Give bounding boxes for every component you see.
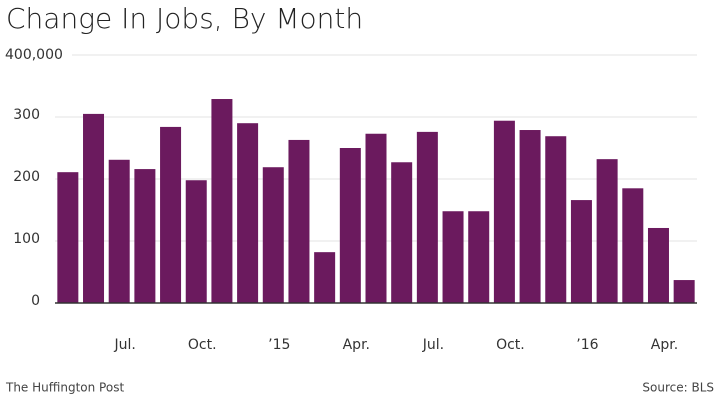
x-tick-label: ’16 bbox=[576, 337, 598, 353]
y-tick-label: 0 bbox=[31, 293, 40, 309]
bar bbox=[211, 99, 233, 304]
chart-title: Change In Jobs, By Month bbox=[6, 2, 363, 35]
bar bbox=[237, 123, 259, 303]
bar bbox=[468, 211, 490, 303]
source: Source: BLS bbox=[642, 381, 714, 395]
bar bbox=[83, 113, 105, 304]
bar bbox=[391, 162, 413, 303]
x-tick-label: Jul. bbox=[114, 337, 136, 353]
bar bbox=[134, 169, 156, 303]
bar bbox=[596, 159, 618, 303]
x-tick-label: Oct. bbox=[188, 337, 217, 353]
bar bbox=[416, 131, 438, 303]
y-tick-label: 400,000 bbox=[5, 47, 63, 63]
bar bbox=[108, 159, 130, 303]
y-tick-label: 100 bbox=[13, 231, 40, 247]
bar bbox=[160, 126, 182, 303]
publisher: The Huffington Post bbox=[5, 381, 124, 395]
x-tick-label: Oct. bbox=[496, 337, 525, 353]
x-tick-label: Apr. bbox=[343, 337, 370, 353]
bar bbox=[442, 211, 464, 303]
bar bbox=[622, 188, 644, 303]
bar bbox=[314, 252, 336, 303]
bar bbox=[339, 148, 361, 303]
x-tick-label: ’15 bbox=[268, 337, 290, 353]
bar bbox=[493, 120, 515, 303]
bar bbox=[57, 172, 79, 303]
y-tick-label: 200 bbox=[13, 169, 40, 185]
bar bbox=[185, 180, 207, 303]
x-tick-label: Apr. bbox=[651, 337, 678, 353]
bar bbox=[365, 133, 387, 303]
y-tick-label: 300 bbox=[13, 107, 40, 123]
x-tick-label: Jul. bbox=[422, 337, 444, 353]
bar bbox=[519, 130, 541, 303]
bar bbox=[673, 280, 695, 303]
bar bbox=[262, 167, 284, 303]
bar bbox=[647, 227, 669, 303]
bar bbox=[545, 136, 567, 303]
bar bbox=[570, 200, 592, 303]
bar bbox=[288, 139, 310, 303]
